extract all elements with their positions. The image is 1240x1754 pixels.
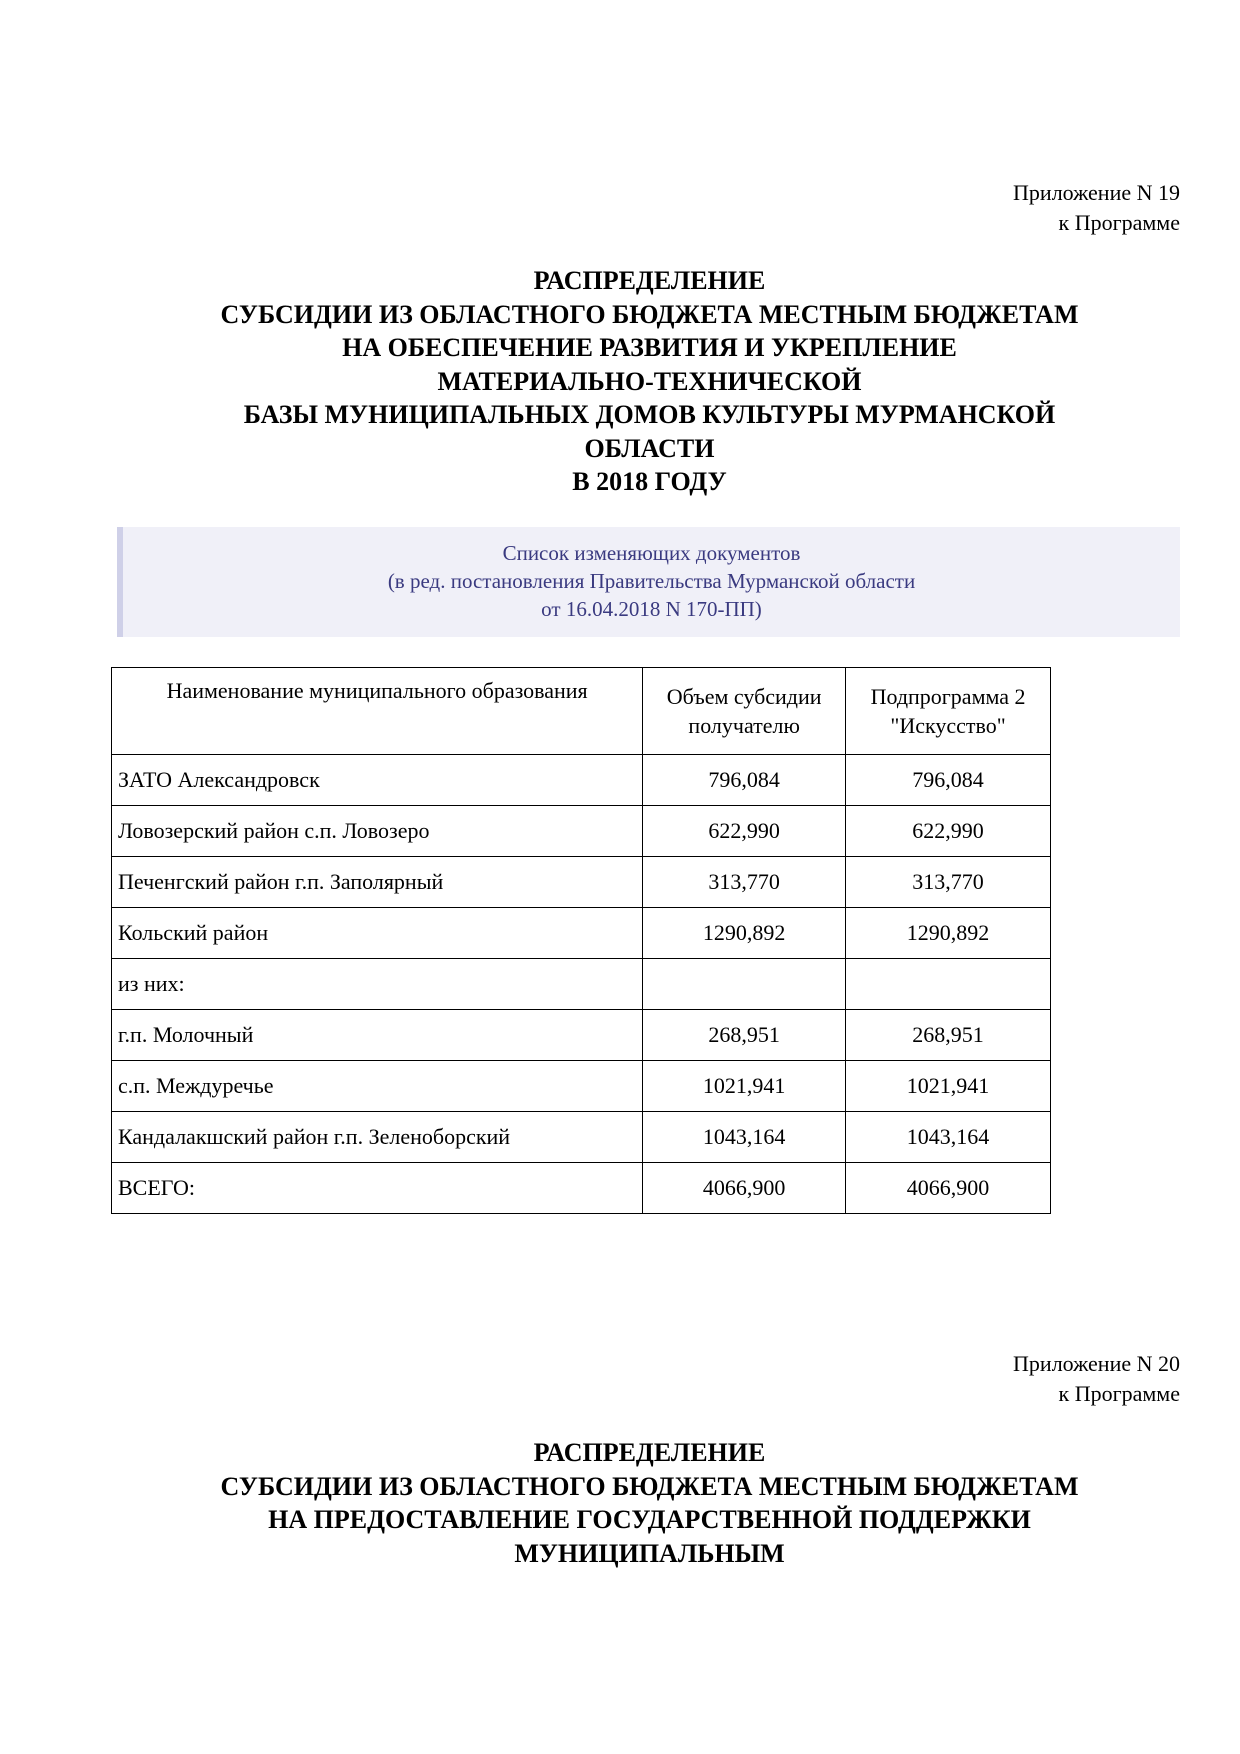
subsidy-amount-cell: 1043,164 [642,1111,847,1163]
title-line: РАСПРЕДЕЛЕНИЕ [533,266,766,295]
subsidy-table: Наименование муниципального образования … [110,667,1051,1214]
subprogram-cell: 1043,164 [845,1111,1051,1163]
title-line: НА ПРЕДОСТАВЛЕНИЕ ГОСУДАРСТВЕННОЙ ПОДДЕР… [268,1505,1031,1534]
title-line: СУБСИДИИ ИЗ ОБЛАСТНОГО БЮДЖЕТА МЕСТНЫМ Б… [220,299,1079,329]
municipality-cell: г.п. Молочный [110,1009,644,1061]
municipality-cell: с.п. Междуречье [110,1060,644,1112]
title-line: БАЗЫ МУНИЦИПАЛЬНЫХ ДОМОВ КУЛЬТУРЫ МУРМАН… [243,400,1056,429]
title-line: РАСПРЕДЕЛЕНИЕ [533,1438,766,1467]
table-row: ЗАТО Александровск 796,084 796,084 [110,754,1051,806]
appendix-program: к Программе [1058,210,1180,235]
header-municipality: Наименование муниципального образования [110,667,644,755]
title-20: РАСПРЕДЕЛЕНИЕ СУБСИДИИ ИЗ ОБЛАСТНОГО БЮД… [112,1436,1187,1570]
subprogram-cell: 622,990 [845,805,1051,857]
amendments-link[interactable]: (в ред. постановления Правительства Мурм… [387,569,916,593]
municipality-cell: из них: [110,958,644,1010]
subprogram-cell: 796,084 [845,754,1051,806]
table-row: г.п. Молочный 268,951 268,951 [110,1009,1051,1061]
table-row: Кольский район 1290,892 1290,892 [110,907,1051,959]
title-line: ОБЛАСТИ [584,433,715,463]
subprogram-cell [845,958,1051,1010]
amendments-date: от 16.04.2018 N 170-ПП) [541,597,762,621]
amendments-box: Список изменяющих документов (в ред. пос… [117,527,1180,637]
appendix-program: к Программе [1058,1381,1180,1406]
table-header-row: Наименование муниципального образования … [110,667,1051,755]
subsidy-amount-cell: 796,084 [642,754,847,806]
subsidy-amount-cell: 268,951 [642,1009,847,1061]
table-row: с.п. Междуречье 1021,941 1021,941 [110,1060,1051,1112]
subsidy-amount-cell: 313,770 [642,856,847,908]
subsidy-amount-cell: 1021,941 [642,1060,847,1112]
subsidy-amount-cell: 622,990 [642,805,847,857]
title-line: В 2018 ГОДУ [572,467,727,496]
subsidy-amount-cell: 4066,900 [642,1162,847,1214]
appendix-20-label: Приложение N 20 к Программе [1013,1349,1180,1409]
subprogram-cell: 313,770 [845,856,1051,908]
table-row: Ловозерский район с.п. Ловозеро 622,990 62… [110,805,1051,857]
appendix-19-label: Приложение N 19 к Программе [1013,178,1180,238]
municipality-cell: Кольский район [110,907,644,959]
subsidy-amount-cell [642,958,847,1010]
title-19: РАСПРЕДЕЛЕНИЕ СУБСИДИИ ИЗ ОБЛАСТНОГО БЮД… [112,264,1187,499]
municipality-cell: ВСЕГО: [110,1162,644,1214]
title-line: МАТЕРИАЛЬНО-ТЕХНИЧЕСКОЙ [437,366,862,396]
municipality-cell: ЗАТО Александровск [110,754,644,806]
subsidy-amount-cell: 1290,892 [642,907,847,959]
table-row: Печенгский район г.п. Заполярный 313,770 3… [110,856,1051,908]
subprogram-cell: 1290,892 [845,907,1051,959]
header-subsidy-amount: Объем субсидии получателю [642,667,847,755]
appendix-number: Приложение N 20 [1013,1351,1180,1376]
title-line: СУБСИДИИ ИЗ ОБЛАСТНОГО БЮДЖЕТА МЕСТНЫМ Б… [220,1471,1079,1501]
subprogram-cell: 1021,941 [845,1060,1051,1112]
municipality-cell: Печенгский район г.п. Заполярный [110,856,644,908]
subprogram-cell: 268,951 [845,1009,1051,1061]
table-row: ВСЕГО: 4066,900 4066,900 [110,1162,1051,1214]
title-line: МУНИЦИПАЛЬНЫМ [514,1538,785,1568]
title-line: НА ОБЕСПЕЧЕНИЕ РАЗВИТИЯ И УКРЕПЛЕНИЕ [342,333,957,362]
header-subprogram: Подпрограмма 2 "Искусство" [845,667,1051,755]
table-row: Кандалакшский район г.п. Зеленоборский 10… [110,1111,1051,1163]
table-row: из них: [110,958,1051,1010]
subprogram-cell: 4066,900 [845,1162,1051,1214]
amendments-heading: Список изменяющих документов [502,541,801,565]
appendix-number: Приложение N 19 [1013,180,1180,205]
municipality-cell: Ловозерский район с.п. Ловозеро [110,805,644,857]
municipality-cell: Кандалакшский район г.п. Зеленоборский [110,1111,644,1163]
